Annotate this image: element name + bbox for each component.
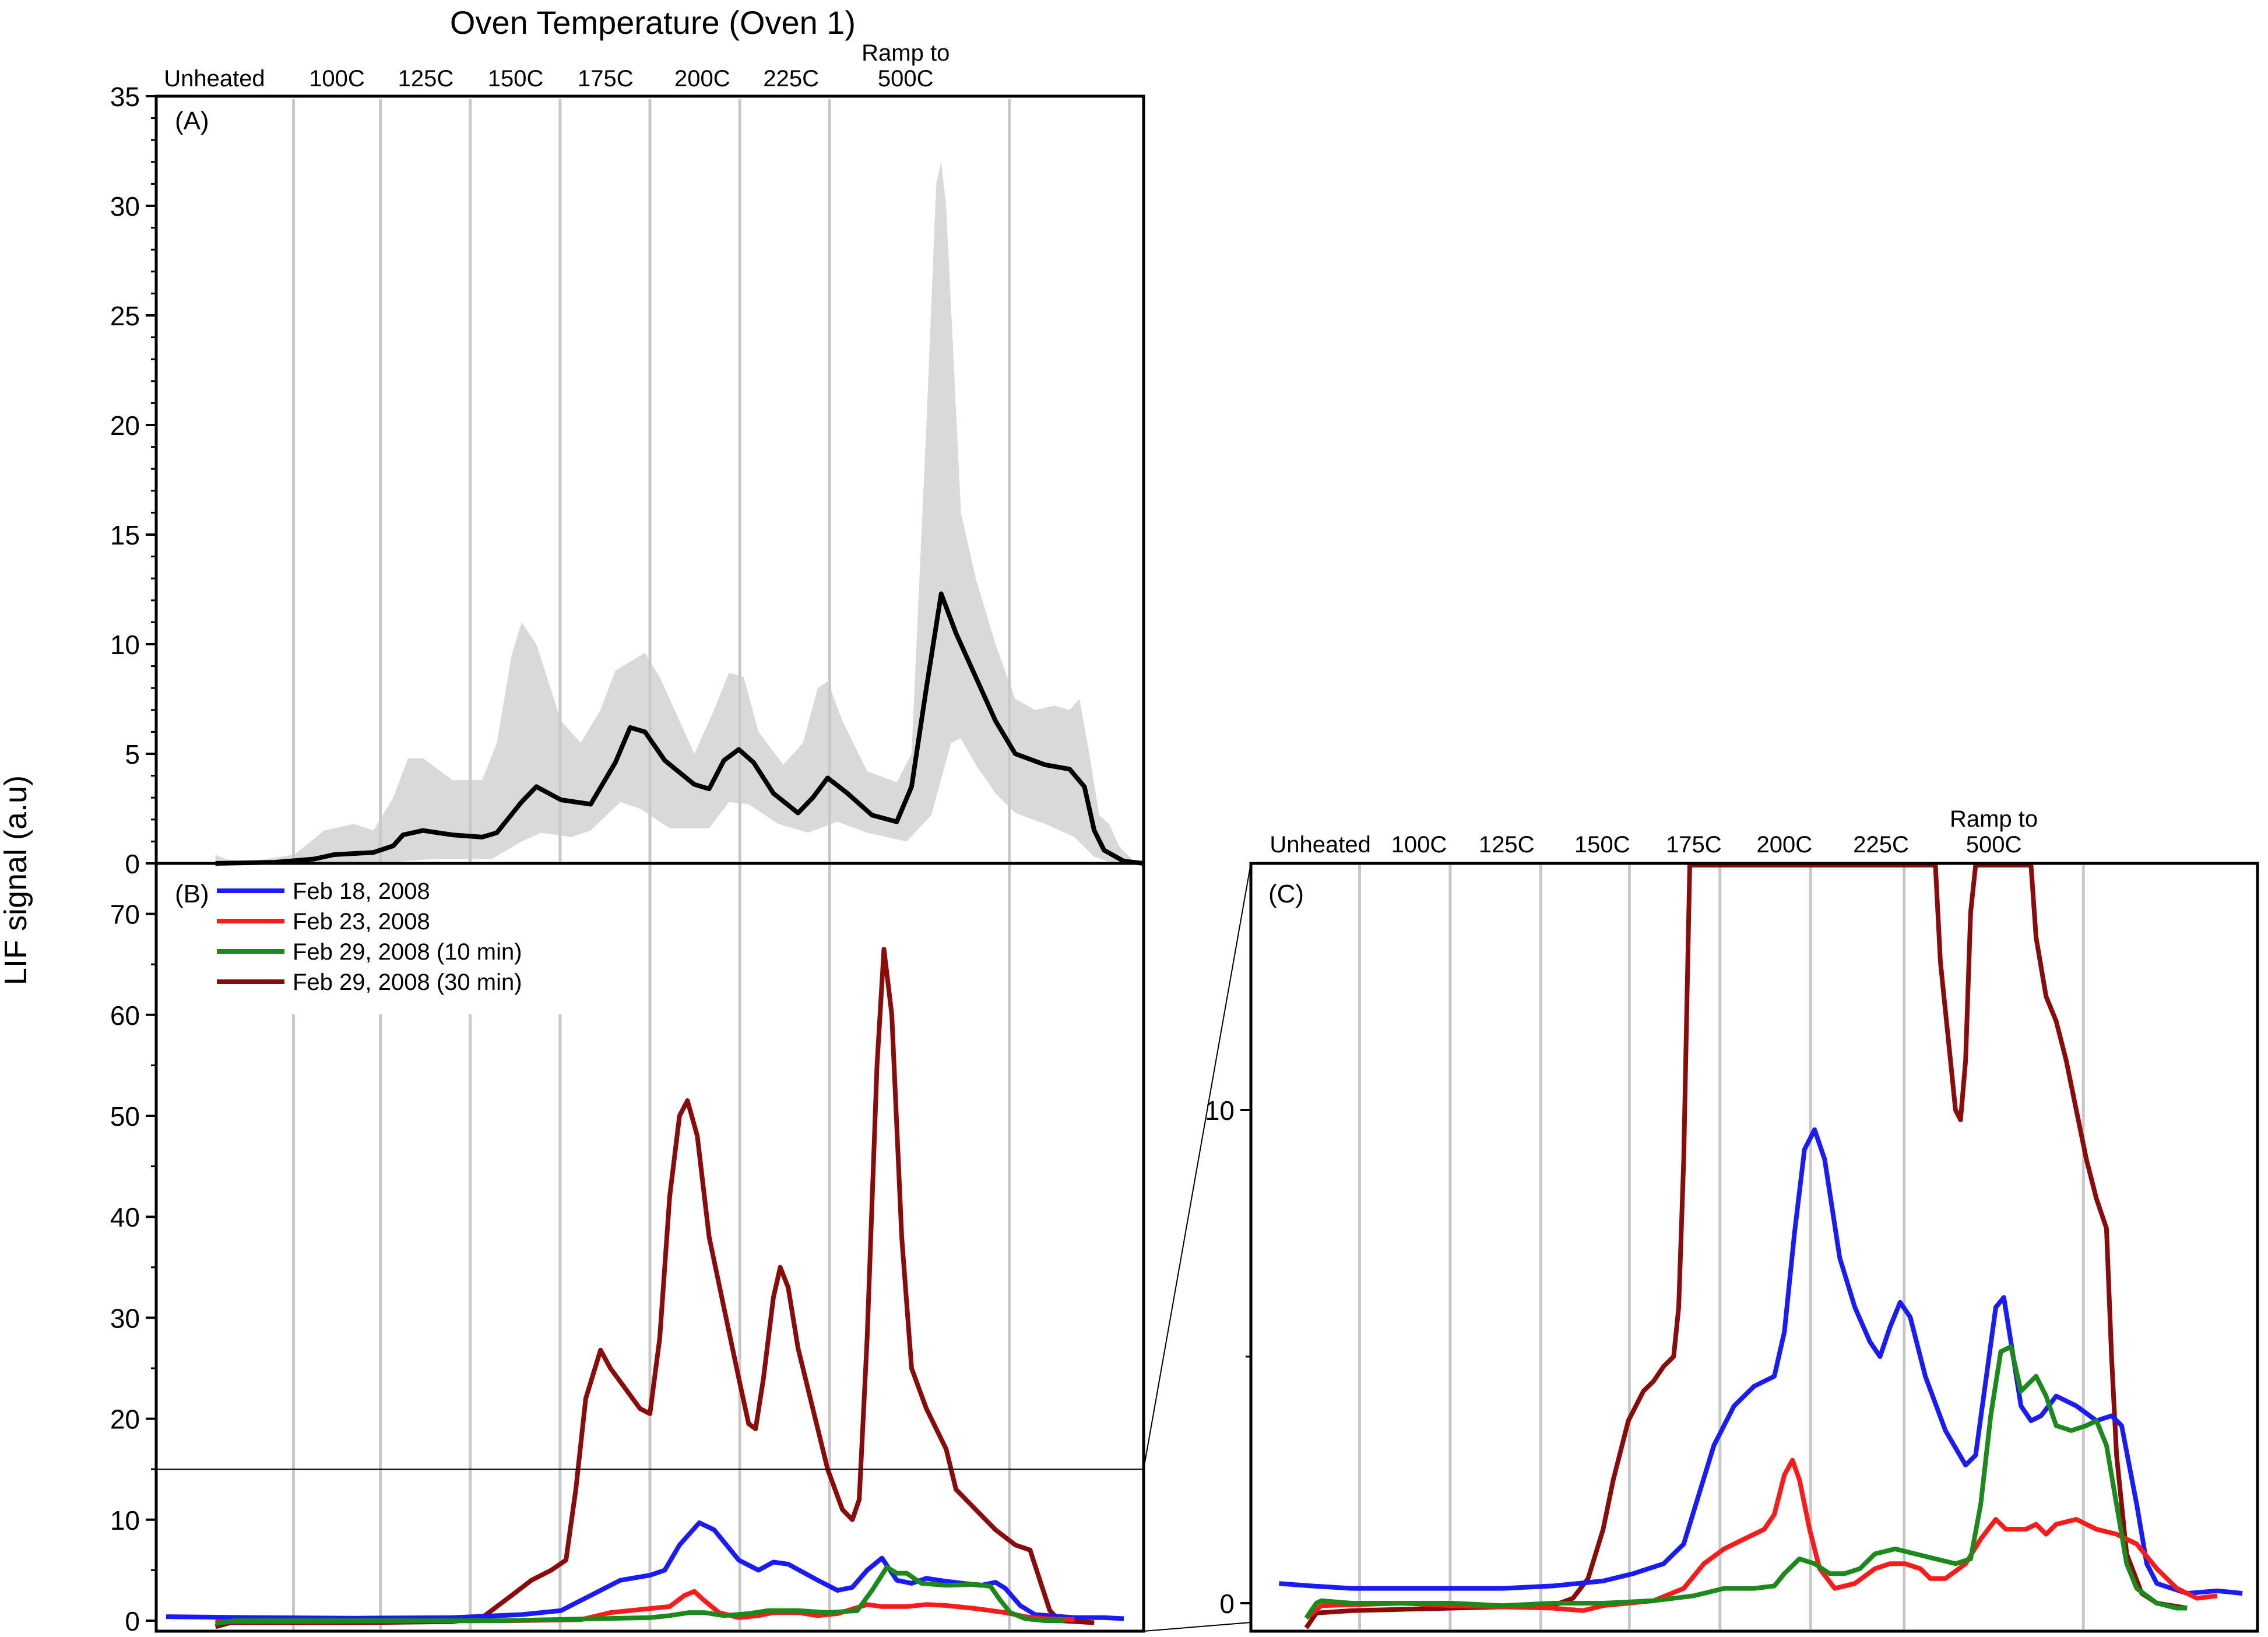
chart-title: Oven Temperature (Oven 1) [450,4,856,41]
panel-a-temperature-labels: Unheated 100C 125C 150C 175C 200C 225C Ramp to5… [164,40,950,92]
temperature-label: 175C [1666,832,1722,858]
legend: Feb 18, 2008 Feb 23, 2008 Feb 29, 2008 (10… [217,879,522,995]
series-line [215,1565,1065,1627]
temperature-label: 200C [674,66,730,92]
panel-a-label: (A) [175,107,209,135]
series-line [1304,1457,2218,1620]
temperature-label: 100C [309,66,365,92]
y-tick-label: 20 [110,410,140,441]
y-tick-label: 5 [125,739,140,770]
y-tick-label: 10 [1205,1095,1235,1126]
panel-b-lines [166,947,1124,1629]
panel-b-y-ticks: 0 10 20 30 40 50 60 70 [110,900,156,1636]
panel-a-lines [215,591,1144,866]
series-line [1304,863,2188,1629]
temperature-label: 200C [1756,832,1812,858]
panel-c-temperature-labels: Unheated 100C 125C 150C 175C 200C 225C Ramp to5… [1270,806,2038,858]
y-tick-label: 50 [110,1101,140,1132]
temperature-label: Ramp to [1950,806,2038,832]
y-tick-label: 0 [125,1606,140,1636]
panel-c-label: (C) [1268,880,1304,908]
temperature-label: 500C [878,66,934,92]
panel-b-frame [154,862,1145,1633]
temperature-label: 125C [1479,832,1535,858]
legend-label: Feb 18, 2008 [293,879,430,904]
panel-c-y-ticks: 0 10 [1205,1095,1251,1619]
series-line [1304,1344,2188,1620]
y-tick-label: 0 [125,849,140,879]
temperature-label: Unheated [164,66,265,92]
y-tick-label: 30 [110,191,140,222]
panel-c-frame [1249,862,2259,1633]
y-tick-label: 70 [110,900,140,930]
y-axis-label: LIF signal (a.u) [0,775,33,985]
panel-a-gridlines [291,99,1011,862]
y-tick-label: 10 [110,1505,140,1536]
panel-b-label: (B) [175,880,209,908]
temperature-label: 500C [1966,832,2022,858]
y-tick-label: 30 [110,1303,140,1333]
temperature-label: 150C [1574,832,1630,858]
temperature-label: 125C [398,66,454,92]
series-line [215,947,1095,1629]
legend-label: Feb 23, 2008 [293,909,430,935]
y-tick-label: 25 [110,301,140,331]
panel-c-gridlines [1358,865,2085,1629]
panel-c: 0 10 Unheated 100C 125C 150C 175C 200C 225C Ramp… [1205,806,2259,1633]
temperature-label: 225C [1853,832,1909,858]
temperature-label: 175C [578,66,634,92]
zoom-connector-top [1143,863,1251,1470]
range-band [215,161,1144,863]
y-tick-label: 10 [110,630,140,660]
y-tick-label: 35 [110,82,140,112]
y-tick-label: 40 [110,1202,140,1232]
panel-a: 0 5 10 15 20 25 30 35 Unheated 100C 125C 150C 175C 2… [110,40,1145,879]
y-tick-label: 15 [110,520,140,550]
y-tick-label: 0 [1219,1589,1235,1619]
temperature-label: Ramp to [862,40,950,66]
legend-label: Feb 29, 2008 (30 min) [293,969,522,995]
panel-b-gridlines [291,865,1011,1629]
series-line [166,1520,1124,1621]
temperature-label: 150C [488,66,544,92]
temperature-label: 100C [1391,832,1447,858]
panel-b: 0 10 20 30 40 50 60 70 (B) Feb 18, 2008 Feb 23, … [110,862,1251,1636]
legend-label: Feb 29, 2008 (10 min) [293,939,522,965]
panel-c-lines [1279,863,2243,1629]
y-tick-label: 60 [110,1000,140,1031]
zoom-connector-bottom [1143,1622,1251,1632]
series-line [1279,1127,2243,1596]
mean-line [215,591,1144,866]
temperature-label: Unheated [1270,832,1370,858]
y-tick-label: 20 [110,1404,140,1435]
panel-a-y-ticks: 0 5 10 15 20 25 30 35 [110,82,156,879]
temperature-label: 225C [763,66,819,92]
panel-a-band-layer [215,161,1144,863]
